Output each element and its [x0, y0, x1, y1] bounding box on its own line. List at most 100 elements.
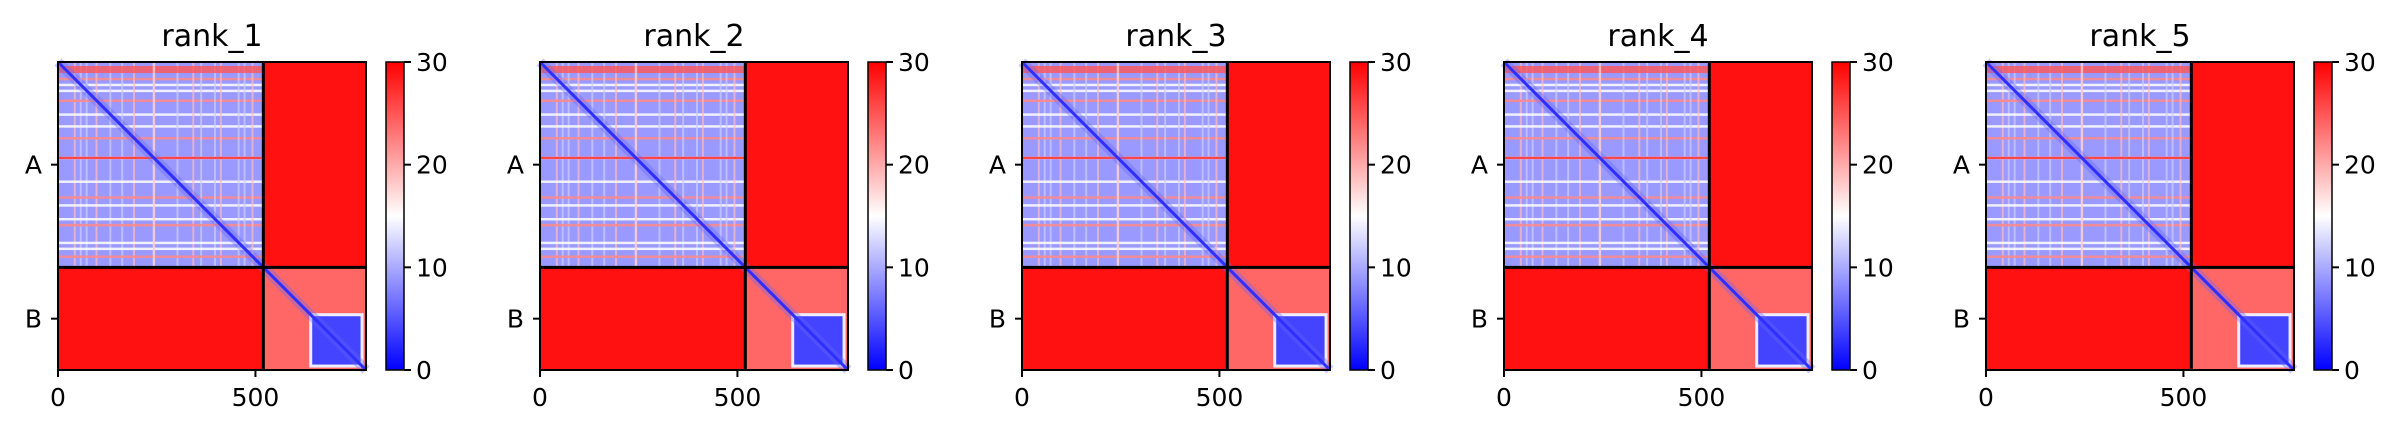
- colorbar-tick-label: 30: [1380, 48, 1412, 77]
- heatmap-stripe-row: [1504, 241, 1710, 245]
- heatmap-stripe-col: [2104, 62, 2107, 268]
- heatmap-stripe-row: [1504, 217, 1710, 221]
- x-tick-label: 0: [1496, 383, 1512, 412]
- heatmap-stripe-row: [1504, 196, 1710, 199]
- heatmap-stripe-col: [1525, 62, 1528, 268]
- heatmap-stripe-row: [58, 99, 264, 103]
- heatmap-stripe-col: [2049, 62, 2052, 268]
- y-tick-label: A: [989, 151, 1006, 180]
- colorbar-tick-label: 30: [898, 48, 930, 77]
- heatmap-stripe-row: [1986, 217, 2192, 221]
- x-tick-label: 0: [532, 383, 548, 412]
- heatmap-stripe-row: [1986, 83, 2192, 87]
- heatmap-stripe-col: [1037, 62, 1040, 268]
- heatmap-stripe-row: [58, 180, 264, 183]
- colorbar-tick-label: 0: [898, 356, 914, 385]
- x-tick-label: 500: [1678, 383, 1726, 412]
- heatmap-stripe-col: [733, 62, 736, 268]
- heatmap-stripe-row: [58, 113, 264, 116]
- heatmap-band: [1116, 62, 1120, 268]
- heatmap-stripe-col: [1043, 62, 1046, 268]
- heatmap-frame: [1503, 61, 1813, 371]
- heatmap-band: [2080, 62, 2084, 268]
- heatmap-stripe-col: [243, 62, 246, 268]
- colorbar-tick-label: 0: [1380, 356, 1396, 385]
- heatmap-stripe-row: [1022, 255, 1228, 258]
- heatmap-stripe-col: [725, 62, 728, 268]
- heatmap-frame: [1021, 61, 1331, 371]
- heatmap-diagonal-halo: [536, 58, 852, 374]
- heatmap-stripe-col: [85, 62, 88, 268]
- heatmap-stripe-row: [58, 223, 264, 227]
- colorbar-tick-label: 30: [416, 48, 448, 77]
- heatmap-diagonal-halo: [1982, 58, 2298, 374]
- heatmap-stripe-row: [1986, 125, 2192, 128]
- heatmap-stripe-row: [58, 204, 264, 207]
- heatmap-stripe-row: [540, 180, 746, 183]
- heatmap-stripe-row: [1504, 223, 1710, 227]
- colorbar-tick-label: 0: [416, 356, 432, 385]
- chart-title: rank_2: [643, 19, 744, 54]
- heatmap-stripe-row: [540, 255, 746, 258]
- heatmap-stripe-col: [1085, 62, 1088, 268]
- heatmap-stripe-row: [1986, 241, 2192, 245]
- y-tick-label: B: [989, 305, 1006, 334]
- heatmap-stripe-row: [1504, 204, 1710, 207]
- heatmap-stripe-col: [95, 62, 98, 268]
- heatmap-stripe-row: [1022, 83, 1228, 87]
- heatmap-stripe-row: [1504, 83, 1710, 87]
- heatmap-stripe-col: [1665, 62, 1668, 268]
- heatmap-stripe-row: [1022, 204, 1228, 207]
- heatmap-band: [1986, 65, 2192, 74]
- chart-title: rank_3: [1125, 19, 1226, 54]
- x-tick-label: 500: [232, 383, 280, 412]
- heatmap-diagonal: [538, 60, 850, 372]
- heatmap-stripe-row: [58, 137, 264, 140]
- heatmap-stripe-col: [1215, 62, 1218, 268]
- heatmap-band: [634, 62, 638, 268]
- heatmap-stripe-row: [540, 196, 746, 199]
- heatmap-stripe-row: [1504, 99, 1710, 103]
- heatmap: [54, 58, 370, 374]
- heatmap-stripe-col: [1059, 62, 1062, 268]
- heatmap-stripe-col: [1555, 62, 1558, 268]
- heatmap-frame: [1985, 61, 2295, 371]
- heatmap-stripe-row: [540, 241, 746, 245]
- y-tick-label: B: [25, 305, 42, 334]
- colorbar: [2313, 61, 2333, 371]
- heatmap-stripe-row: [1504, 255, 1710, 258]
- heatmap-stripe-row: [1022, 196, 1228, 199]
- heatmap-stripe-row: [1504, 125, 1710, 128]
- chart-title: rank_5: [2089, 19, 2190, 54]
- heatmap-stripe-col: [1567, 62, 1570, 268]
- heatmap-stripe-col: [2141, 62, 2144, 268]
- heatmap-stripe-col: [2007, 62, 2010, 268]
- heatmap-stripe-row: [1504, 180, 1710, 183]
- heatmap-stripe-row: [58, 77, 264, 81]
- heatmap-stripe-row: [58, 196, 264, 199]
- heatmap-stripe-col: [561, 62, 564, 268]
- heatmap-stripe-row: [58, 89, 264, 93]
- colorbar: [385, 61, 405, 371]
- colorbar-tick-label: 30: [1862, 48, 1894, 77]
- heatmap-frame: [539, 61, 849, 371]
- heatmap-stripe-row: [1504, 89, 1710, 93]
- heatmap-stripe-col: [1073, 62, 1076, 268]
- heatmap-frame: [57, 61, 367, 371]
- heatmap-band: [1504, 65, 1710, 74]
- heatmap-stripe-row: [1022, 247, 1228, 251]
- colorbar: [1349, 61, 1369, 371]
- heatmap-stripe-col: [1177, 62, 1180, 268]
- heatmap-stripe-col: [1659, 62, 1662, 268]
- heatmap-stripe-row: [1504, 77, 1710, 81]
- y-tick-label: A: [1953, 151, 1970, 180]
- y-tick-label: B: [507, 305, 524, 334]
- colorbar-tick-label: 10: [2344, 253, 2376, 282]
- heatmap: [1982, 58, 2298, 374]
- heatmap: [1018, 58, 1334, 374]
- heatmap-stripe-col: [1519, 62, 1522, 268]
- heatmap-stripe-row: [540, 77, 746, 81]
- heatmap-diagonal-halo: [1500, 58, 1816, 374]
- heatmap-stripe-row: [58, 83, 264, 87]
- heatmap-stripe-col: [1622, 62, 1625, 268]
